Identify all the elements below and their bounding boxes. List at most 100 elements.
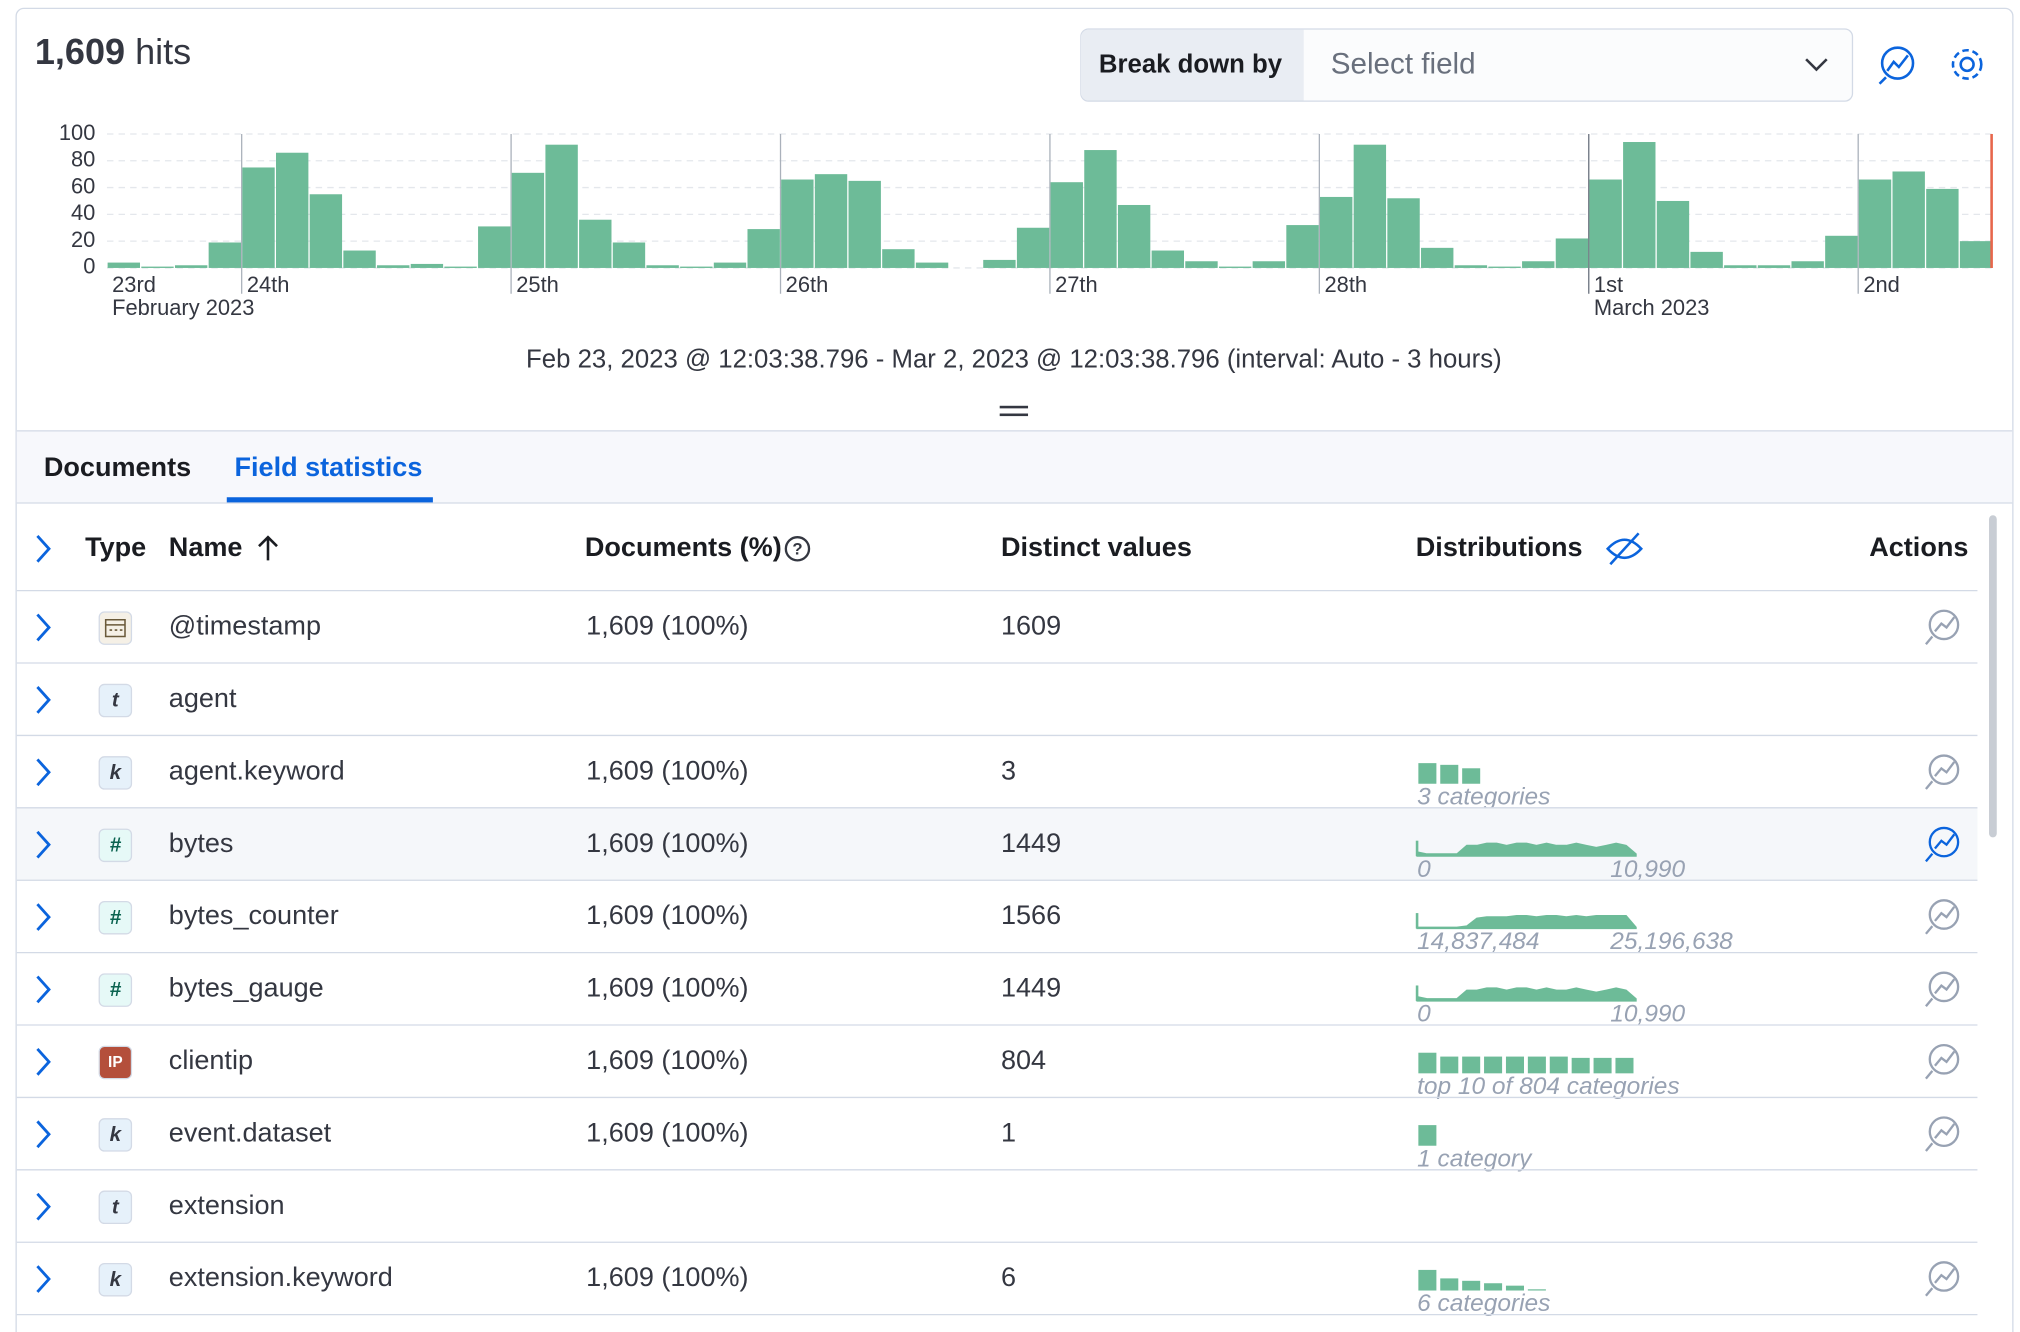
bar (815, 174, 847, 268)
distribution-max: 10,990 (1610, 856, 1685, 883)
distribution-min: 14,837,484 (1417, 928, 1539, 955)
bar (1791, 261, 1823, 268)
field-name: extension (169, 1190, 285, 1220)
distribution-label: 6 categories (1417, 1290, 1550, 1317)
bar (747, 229, 779, 268)
bar (882, 249, 914, 268)
bar (1623, 142, 1655, 268)
type-icon-label: k (110, 761, 123, 784)
bar (1118, 205, 1150, 268)
bar (1960, 241, 1992, 268)
y-tick-label: 100 (59, 120, 95, 145)
distribution-max: 25,196,638 (1609, 928, 1733, 955)
x-tick-label: 26th (786, 272, 829, 297)
breakdown-control[interactable]: Break down by Select field (1081, 29, 1853, 101)
x-tick-label: 28th (1325, 272, 1368, 297)
type-icon-label: k (110, 1123, 123, 1146)
documents: 1,609 (100%) (586, 973, 748, 1003)
column-header: Actions (1869, 532, 1968, 562)
help-mark: ? (792, 539, 802, 558)
bar (108, 263, 140, 268)
field-name: extension.keyword (169, 1262, 393, 1292)
column-header[interactable]: Name (169, 532, 243, 562)
distribution-bar (1462, 1057, 1480, 1074)
tab-active[interactable]: Field statistics (235, 452, 423, 482)
x-tick-label: 2nd (1863, 272, 1900, 297)
bar (209, 242, 241, 267)
distribution-bar (1550, 1057, 1568, 1074)
bar (310, 194, 342, 268)
bar (1084, 150, 1116, 268)
distribution-max: 10,990 (1610, 1001, 1685, 1028)
bar (1758, 265, 1790, 268)
bar (1522, 261, 1554, 268)
bar (781, 180, 813, 268)
resize-handle[interactable] (1000, 414, 1028, 417)
x-tick-label: 1st (1594, 272, 1623, 297)
resize-handle[interactable] (1000, 406, 1028, 409)
bar (1589, 180, 1621, 268)
bar (478, 226, 510, 268)
scrollbar[interactable] (1989, 515, 1997, 837)
column-header: Documents (%) (585, 532, 782, 562)
bar (1859, 180, 1891, 268)
distinct-values: 804 (1001, 1045, 1046, 1075)
bar (1657, 201, 1689, 268)
x-tick-label: 23rd (112, 272, 156, 297)
type-icon-label: # (110, 906, 122, 929)
bar (1354, 145, 1386, 268)
distribution-bar (1572, 1058, 1590, 1073)
y-tick-label: 20 (71, 227, 95, 252)
type-icon-label: t (112, 689, 120, 712)
x-tick-label: 27th (1055, 272, 1098, 297)
type-icon-label: # (110, 978, 122, 1001)
distribution-label: top 10 of 804 categories (1417, 1073, 1680, 1100)
field-name: agent.keyword (169, 755, 345, 785)
bar (680, 267, 712, 268)
bar (1051, 182, 1083, 268)
field-name: @timestamp (169, 611, 321, 641)
distinct-values: 1449 (1001, 828, 1061, 858)
breakdown-select[interactable]: Select field (1331, 48, 1476, 81)
bar (141, 267, 173, 268)
bar (175, 265, 207, 268)
time-range: Feb 23, 2023 @ 12:03:38.796 - Mar 2, 202… (526, 346, 1502, 374)
bar (276, 153, 308, 268)
distribution-bar (1440, 1278, 1458, 1290)
bar (1724, 265, 1756, 268)
x-tick-label: 24th (247, 272, 290, 297)
distribution-min: 0 (1417, 1001, 1431, 1028)
distribution-bar (1440, 765, 1458, 784)
bar (916, 263, 948, 268)
distribution-bar (1462, 1281, 1480, 1291)
bar (377, 265, 409, 268)
bar (1690, 252, 1722, 268)
bar (613, 242, 645, 267)
distribution-bar (1484, 1057, 1502, 1074)
field-name: bytes_gauge (169, 973, 324, 1003)
distribution-label: 1 category (1417, 1145, 1533, 1172)
bar (983, 260, 1015, 268)
column-header: Distributions (1416, 532, 1583, 562)
documents: 1,609 (100%) (586, 755, 748, 785)
bar (1387, 198, 1419, 268)
bar (343, 251, 375, 268)
bar (1253, 261, 1285, 268)
bar (1219, 267, 1251, 268)
bar (1488, 267, 1520, 268)
column-header: Type (85, 532, 146, 562)
field-name: event.dataset (169, 1117, 332, 1147)
type-icon (99, 612, 131, 644)
tab[interactable]: Documents (44, 452, 191, 482)
bar (579, 220, 611, 268)
bar (1286, 225, 1318, 268)
bar (545, 145, 577, 268)
distinct-values: 1449 (1001, 973, 1061, 1003)
distribution-bar (1418, 1270, 1436, 1291)
field-name: bytes_counter (169, 900, 339, 930)
column-header: Distinct values (1001, 532, 1192, 562)
bar (1320, 197, 1352, 268)
distribution-label: 3 categories (1417, 783, 1550, 810)
distribution-bar (1440, 1057, 1458, 1074)
bar (411, 264, 443, 268)
